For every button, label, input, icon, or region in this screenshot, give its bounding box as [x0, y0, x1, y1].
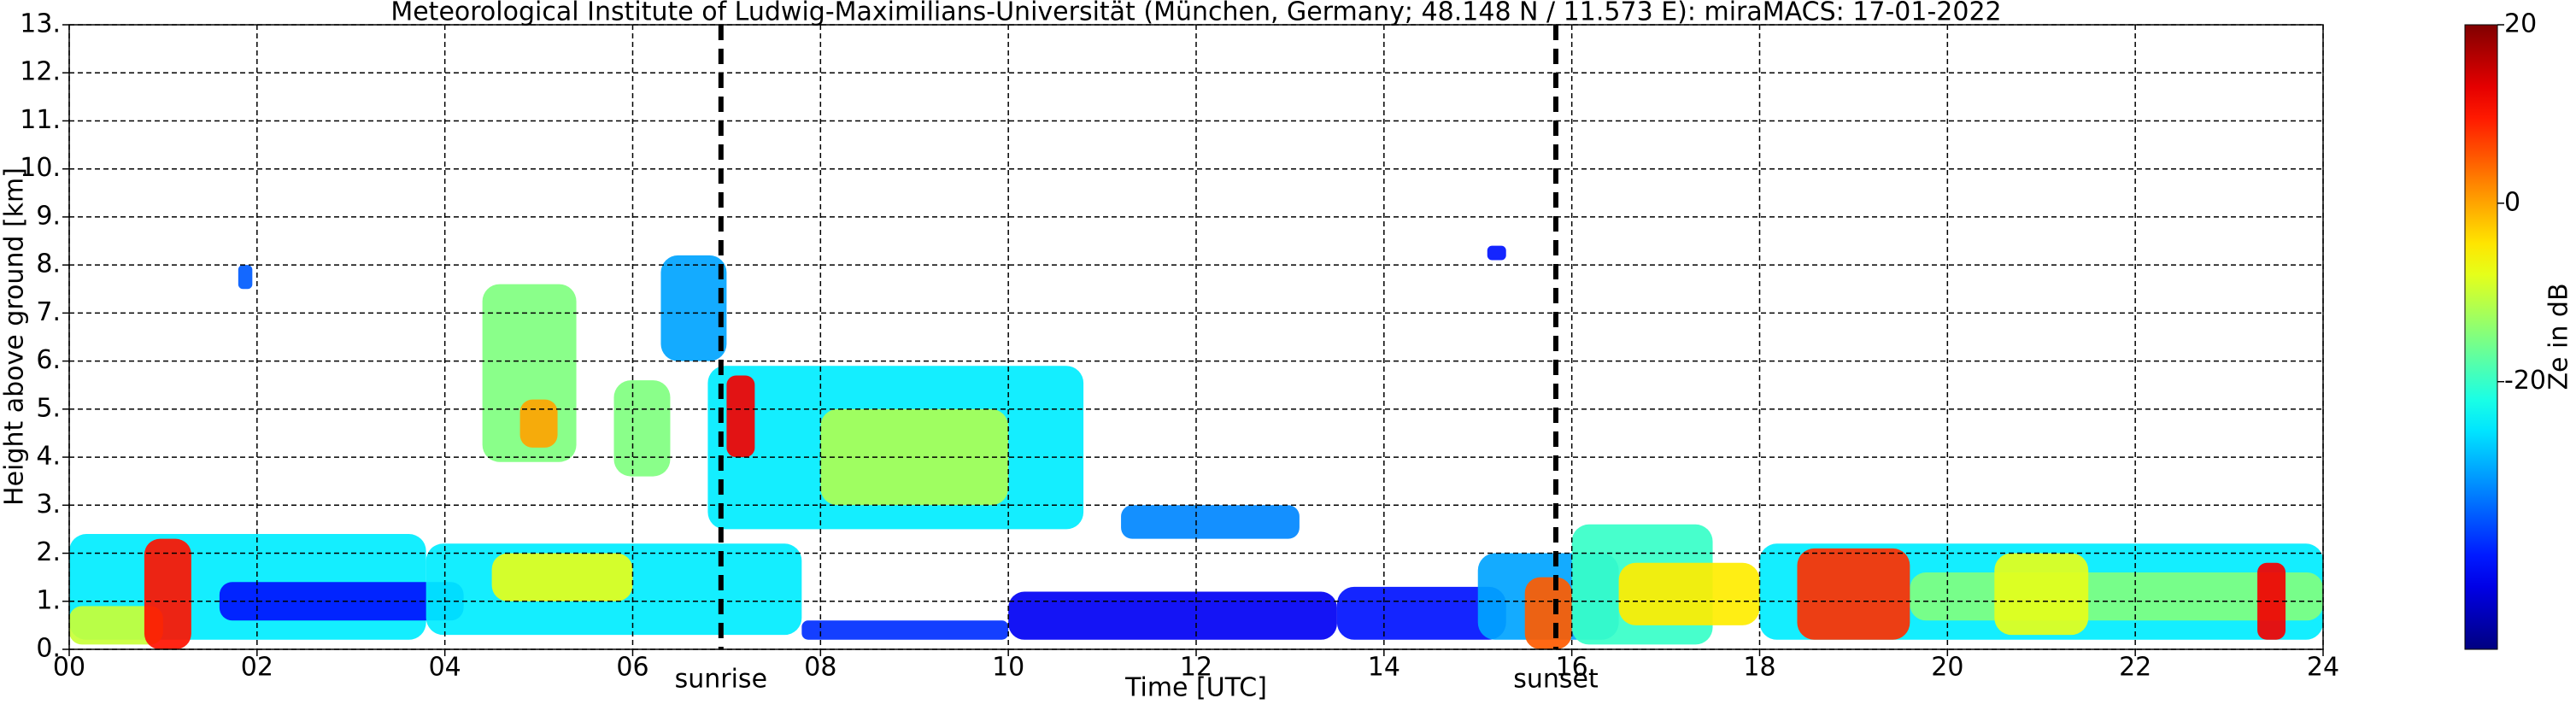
- radar-echo: [726, 375, 755, 458]
- radar-echo: [1797, 548, 1910, 640]
- x-tick-label: 04: [429, 653, 461, 683]
- radar-echo: [660, 255, 727, 361]
- colorbar-label: Ze in dB: [2544, 283, 2574, 390]
- radar-echo: [1336, 586, 1506, 640]
- colorbar: [2464, 24, 2498, 650]
- radar-echo: [613, 380, 671, 477]
- x-axis-label: Time [UTC]: [1124, 673, 1267, 703]
- y-tick-label: 3.: [36, 490, 61, 519]
- y-tick-label: 9.: [36, 201, 61, 231]
- colorbar-tick-label: 20: [2504, 9, 2537, 39]
- x-tick-label: 10: [992, 653, 1024, 683]
- x-tick-label: 16: [1556, 653, 1588, 683]
- radar-echo: [801, 620, 1009, 640]
- event-label: sunrise: [675, 665, 767, 695]
- y-tick-label: 0.: [36, 634, 61, 664]
- y-tick-label: 10.: [20, 153, 61, 183]
- x-tick-label: 06: [616, 653, 648, 683]
- y-tick-label: 6.: [36, 345, 61, 375]
- y-tick-label: 12.: [20, 57, 61, 87]
- radar-echo: [219, 582, 464, 621]
- x-tick-label: 00: [53, 653, 85, 683]
- radar-echo: [820, 408, 1009, 506]
- x-tick-label: 24: [2307, 653, 2339, 683]
- radar-echo: [519, 399, 558, 448]
- colorbar-tick-label: -20: [2504, 366, 2546, 396]
- radar-echo: [1524, 577, 1572, 649]
- y-tick-label: 8.: [36, 249, 61, 279]
- x-tick-label: 08: [804, 653, 836, 683]
- radar-echo: [1994, 553, 2089, 636]
- radar-echo: [1121, 505, 1300, 539]
- radar-echo: [1008, 591, 1337, 640]
- colorbar-tick-label: 0: [2504, 187, 2520, 217]
- y-tick-label: 11.: [20, 105, 61, 135]
- event-label: sunset: [1513, 665, 1599, 695]
- radar-echo: [1487, 245, 1506, 261]
- y-tick-label: 5.: [36, 393, 61, 423]
- x-tick-label: 14: [1368, 653, 1400, 683]
- x-tick-label: 22: [2119, 653, 2151, 683]
- y-tick-label: 4.: [36, 442, 61, 472]
- x-tick-label: 02: [241, 653, 273, 683]
- y-tick-label: 1.: [36, 585, 61, 615]
- radar-echo: [69, 606, 163, 645]
- y-axis-label: Height above ground [km]: [0, 167, 30, 506]
- y-tick-label: 2.: [36, 537, 61, 567]
- radar-echo: [238, 265, 253, 290]
- x-tick-label: 18: [1743, 653, 1775, 683]
- radar-echo: [491, 553, 633, 601]
- radar-echo: [144, 538, 191, 649]
- x-tick-label: 12: [1180, 653, 1212, 683]
- chart-title: Meteorological Institute of Ludwig-Maxim…: [390, 0, 2001, 27]
- x-tick-label: 20: [1931, 653, 1963, 683]
- plot-frame: [68, 24, 2324, 650]
- radar-echo: [2257, 562, 2286, 640]
- y-tick-label: 13.: [20, 9, 61, 39]
- radar-echo: [1618, 562, 1760, 625]
- y-tick-label: 7.: [36, 297, 61, 327]
